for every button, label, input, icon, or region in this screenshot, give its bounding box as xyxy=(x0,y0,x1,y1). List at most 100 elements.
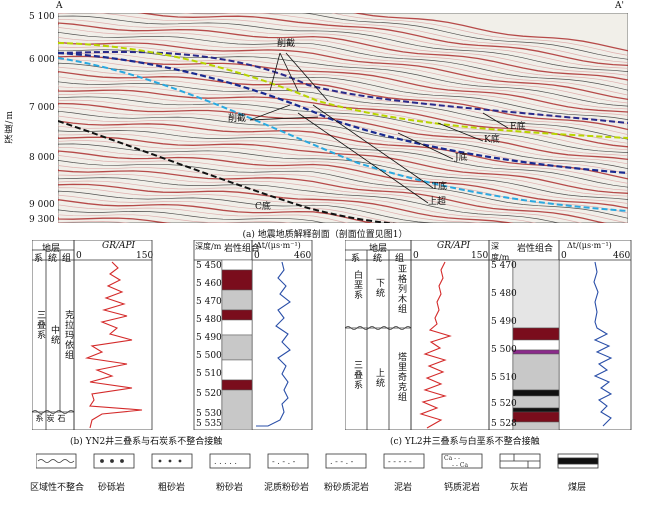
legend-swatch-calcareous-mudstone: Ca - -- - Ca xyxy=(441,453,483,469)
b-header-strata: 地层 xyxy=(42,244,61,254)
gr-curve-c xyxy=(419,261,452,429)
y-tick-8000: 8 000 xyxy=(29,153,55,163)
b-dt-min: 0 xyxy=(254,251,260,261)
legend-label-unconformity: 区域性不整合 xyxy=(30,483,85,493)
label-c-base: C底 xyxy=(255,202,271,212)
c-system-upper: 白垩系 xyxy=(352,270,362,300)
b-dt-max: 460 xyxy=(294,251,312,261)
c-dt-max: 460 xyxy=(613,251,631,261)
horizon-e-base xyxy=(58,50,628,124)
legend: . . . . . - . - . - . - - . - - - - - - … xyxy=(30,448,636,506)
b-depth-5480: 5 480 xyxy=(196,315,222,325)
svg-text:- . - . -: - . - . - xyxy=(272,457,296,466)
c-depth-5480: 5 480 xyxy=(491,289,517,299)
c-header-lith: 岩性组合 xyxy=(517,244,554,254)
c-depth-5490: 5 490 xyxy=(491,317,517,327)
y-tick-7000: 7 000 xyxy=(29,103,55,113)
b-header-system: 系 xyxy=(34,254,44,264)
svg-text:- - Ca: - - Ca xyxy=(452,462,468,469)
svg-text:- - - - -: - - - - - xyxy=(388,457,412,466)
c-gr-min: 0 xyxy=(413,251,419,261)
label-k-base: K底 xyxy=(484,135,500,145)
c-header-depth: 深度/m xyxy=(491,242,510,262)
legend-label-calcareous-mudstone: 钙质泥岩 xyxy=(444,483,481,493)
label-e-base: E底 xyxy=(510,122,526,132)
c-depth-5528: 5 528 xyxy=(491,419,517,429)
b-series-upper: 中统 xyxy=(49,325,59,345)
c-depth-5520: 5 520 xyxy=(491,399,517,409)
y-axis-label: 深度/m xyxy=(5,110,15,144)
legend-label-mudstone: 泥岩 xyxy=(394,483,413,493)
lith-column-b xyxy=(221,259,253,430)
b-header-series: 统 xyxy=(48,254,58,264)
c-formation-upper: 亚格列木组 xyxy=(396,264,406,314)
legend-swatch-limestone xyxy=(499,453,541,469)
legend-swatch-gravel-sandstone xyxy=(93,453,135,469)
c-depth-5500: 5 500 xyxy=(491,345,517,355)
c-header-formation: 组 xyxy=(395,254,405,264)
b-gr-min: 0 xyxy=(76,251,82,261)
legend-label-coarse-sandstone: 粗砂岩 xyxy=(158,483,186,493)
c-header-system: 系 xyxy=(351,254,361,264)
b-depth-5450: 5 450 xyxy=(196,261,222,271)
b-depth-5510: 5 510 xyxy=(196,369,222,379)
lith-column-c xyxy=(512,259,560,430)
legend-label-silty-mudstone: 粉砂质泥岩 xyxy=(324,483,370,493)
b-depth-5530: 5 530 xyxy=(196,409,222,419)
c-formation-lower: 塔里奇克组 xyxy=(396,352,406,402)
b-depth-5470: 5 470 xyxy=(196,297,222,307)
label-truncation-mid: 削截 xyxy=(228,114,247,124)
legend-swatch-unconformity xyxy=(36,453,77,469)
legend-swatch-mudstone: - - - - - xyxy=(383,453,425,469)
label-truncation-top: 削截 xyxy=(277,39,296,49)
dt-curve-b xyxy=(256,261,291,427)
svg-text:Ca - -: Ca - - xyxy=(444,455,460,462)
caption-b: (b) YN2井三叠系与石炭系不整合接触 xyxy=(70,437,223,447)
c-dt-min: 0 xyxy=(561,251,567,261)
label-onlap: 上超 xyxy=(428,197,447,207)
c-series-lower: 上统 xyxy=(374,368,384,388)
b-depth-5520: 5 520 xyxy=(196,389,222,399)
b-header-formation: 组 xyxy=(62,254,72,264)
legend-swatch-coal xyxy=(557,453,599,469)
svg-text:. . . . .: . . . . . xyxy=(214,457,237,466)
c-header-gr: GR/API xyxy=(437,241,471,251)
b-depth-5460: 5 460 xyxy=(196,279,222,289)
y-tick-5100: 5 100 xyxy=(29,12,55,22)
b-header-gr: GR/API xyxy=(102,241,136,251)
caption-c: (c) YL2井三叠系与白垩系不整合接触 xyxy=(390,437,540,447)
legend-label-coal: 煤层 xyxy=(568,483,587,493)
b-depth-5490: 5 490 xyxy=(196,333,222,343)
legend-label-gravel-sandstone: 砂砾岩 xyxy=(98,483,126,493)
seismic-reflectors xyxy=(58,13,628,223)
gr-curve-b xyxy=(84,261,143,429)
c-series-upper: 下统 xyxy=(374,278,384,298)
horizon-j-base xyxy=(58,51,628,175)
svg-text:. - - . -: . - - . - xyxy=(330,457,354,466)
horizon-c-base xyxy=(58,120,398,223)
legend-swatch-silty-mudstone: . - - . - xyxy=(325,453,367,469)
caption-a: (a) 地震地质解释剖面（剖面位置见图1） xyxy=(242,230,408,240)
y-tick-9300: 9 300 xyxy=(29,215,55,225)
legend-swatch-siltstone: . . . . . xyxy=(209,453,251,469)
y-tick-9000: 9 000 xyxy=(29,200,55,210)
legend-label-siltstone: 粉砂岩 xyxy=(216,483,244,493)
horizon-t-base xyxy=(58,57,628,212)
b-gr-max: 150 xyxy=(136,251,154,261)
c-system-lower: 三叠系 xyxy=(352,360,362,390)
b-header-lith: 岩性组合 xyxy=(224,244,261,254)
y-tick-6000: 6 000 xyxy=(29,55,55,65)
c-depth-5510: 5 510 xyxy=(491,373,517,383)
c-depth-5470: 5 470 xyxy=(491,261,517,271)
b-header-dt: Δt/(μs·m⁻¹) xyxy=(256,241,301,250)
c-header-strata: 地层 xyxy=(369,244,388,254)
b-formation-upper: 克拉玛依组 xyxy=(63,310,73,360)
dt-curve-c xyxy=(593,261,613,427)
c-header-series: 统 xyxy=(373,254,383,264)
section-left-mark: A xyxy=(56,1,63,11)
b-depth-5535: 5 535 xyxy=(196,419,222,429)
c-gr-max: 150 xyxy=(471,251,489,261)
label-t-base: T底 xyxy=(432,182,448,192)
c-header-dt: Δt/(μs·m⁻¹) xyxy=(567,241,612,250)
legend-label-muddy-siltstone: 泥质粉砂岩 xyxy=(264,483,310,493)
